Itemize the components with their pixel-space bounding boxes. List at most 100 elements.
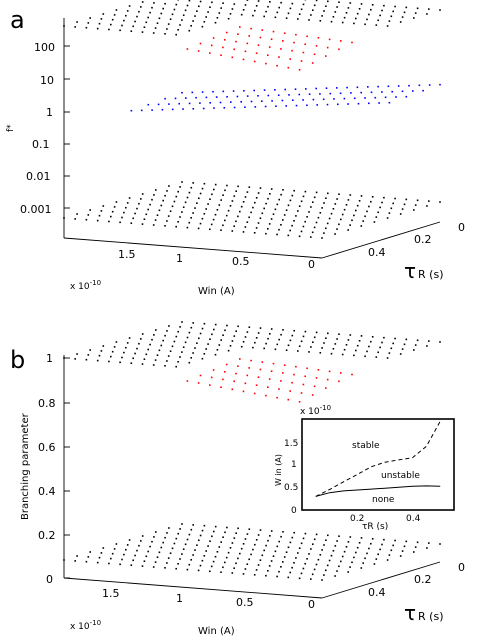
blue-point (370, 91, 373, 94)
floor-point (317, 558, 320, 561)
panel-a-letter: a (10, 6, 25, 34)
floor-point (338, 193, 340, 195)
blue-point (151, 109, 153, 111)
top-point (280, 1, 282, 4)
floor-point (201, 187, 204, 190)
floor-point (416, 541, 419, 544)
floor-point (242, 573, 245, 575)
top-point (154, 27, 157, 29)
floor-point (121, 558, 123, 561)
top-point (226, 324, 228, 327)
panel-a-z-ticks (64, 45, 70, 209)
floor-point (278, 540, 280, 543)
top-point (248, 326, 251, 328)
panel-b-win-multiplier: x 10-10 (70, 619, 101, 632)
top-point (160, 12, 163, 15)
floor-point (186, 226, 189, 229)
floor-point (224, 561, 226, 564)
floor-point (403, 545, 406, 548)
floor-point (310, 236, 312, 238)
top-point (175, 335, 178, 338)
top-point (300, 340, 303, 343)
floor-point (399, 213, 402, 215)
floor-point (207, 545, 209, 547)
inset-ytick: 0 (291, 506, 297, 516)
blue-point (384, 96, 387, 99)
red-point (351, 373, 353, 376)
floor-point (136, 549, 138, 552)
red-point (313, 53, 316, 56)
floor-point (76, 555, 78, 557)
blue-point (356, 86, 359, 89)
floor-point (351, 219, 353, 222)
top-point (255, 337, 258, 339)
blue-point (171, 108, 174, 111)
top-point (381, 9, 383, 12)
panel-a-ytick: 1 (46, 106, 53, 119)
top-point (323, 342, 325, 344)
top-point (111, 18, 114, 21)
red-point (237, 365, 239, 367)
floor-point (89, 209, 91, 211)
top-point (403, 343, 406, 346)
floor-point (370, 542, 372, 545)
red-point (233, 380, 235, 383)
top-point (171, 345, 174, 348)
red-point (278, 56, 280, 58)
floor-point (190, 559, 192, 561)
top-point (207, 11, 209, 13)
top-point (166, 360, 168, 362)
top-point (285, 349, 288, 351)
floor-point (98, 214, 101, 217)
blue-point (213, 107, 215, 109)
panel-b-ytick: 0.6 (38, 441, 56, 454)
panel-a-ytick: 0.1 (32, 138, 50, 151)
top-point (439, 341, 441, 343)
panel-b-ytick: 0.4 (38, 485, 56, 498)
red-point (239, 26, 241, 28)
blue-point (267, 94, 270, 97)
floor-point (310, 548, 312, 550)
floor-point (257, 534, 260, 536)
top-point (287, 12, 290, 15)
top-point (156, 22, 159, 24)
floor-point (289, 571, 291, 574)
top-point (63, 25, 65, 27)
floor-point (263, 549, 265, 552)
floor-point (334, 203, 337, 205)
top-point (274, 348, 277, 351)
red-point (248, 367, 250, 369)
floor-point (276, 203, 279, 206)
top-point (336, 338, 338, 340)
top-point (343, 348, 346, 351)
top-point (85, 358, 88, 361)
top-point (164, 334, 166, 337)
red-point (261, 361, 264, 363)
top-point (188, 29, 191, 32)
red-point (287, 66, 290, 69)
red-point (186, 48, 189, 50)
top-point (291, 2, 294, 5)
floor-point (224, 531, 226, 534)
top-point (141, 31, 144, 33)
top-point (263, 15, 265, 18)
top-point (74, 26, 76, 28)
blue-point (336, 87, 338, 89)
floor-point (171, 547, 174, 550)
red-point (300, 60, 303, 62)
red-point (220, 54, 222, 56)
floor-point (248, 216, 250, 219)
top-point (182, 14, 185, 16)
floor-point (151, 540, 153, 543)
floor-point (336, 228, 338, 230)
floor-point (330, 212, 333, 215)
top-point (179, 356, 181, 358)
top-point (132, 25, 134, 28)
floor-point (214, 555, 217, 558)
top-point (153, 2, 155, 4)
blue-point (181, 91, 183, 94)
floor-point (280, 193, 282, 196)
floor-point (263, 207, 265, 210)
top-point (428, 8, 430, 10)
top-point (414, 344, 417, 346)
